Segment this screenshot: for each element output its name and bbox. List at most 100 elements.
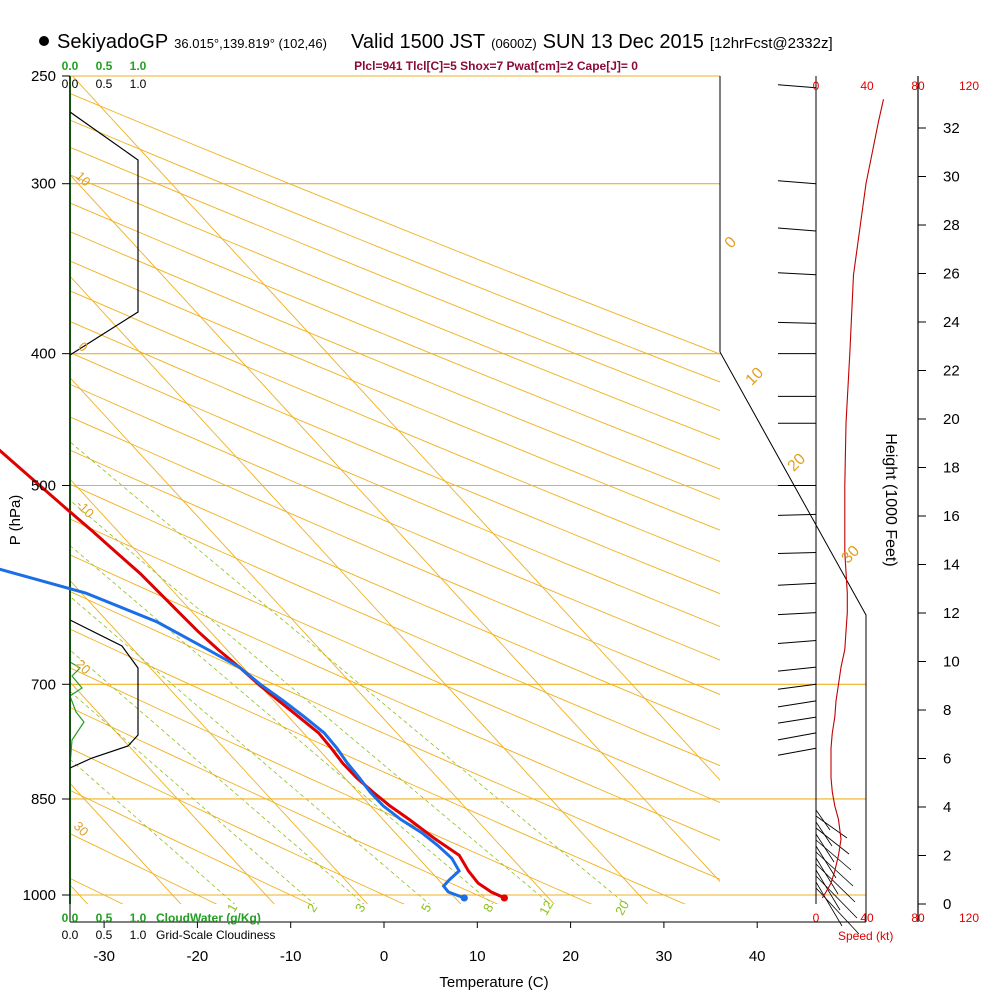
- height-tick-label: 24: [943, 314, 960, 331]
- dry-adiabat-line: [70, 667, 593, 904]
- height-tick-label: 20: [943, 411, 960, 428]
- height-tick-label: 8: [943, 702, 951, 719]
- cloudwater-tick-top: 0.0: [62, 59, 79, 73]
- dry-adiabat-line: [70, 352, 720, 627]
- pressure-tick-label: 850: [31, 791, 56, 808]
- pressure-tick-label: 250: [31, 68, 56, 85]
- wind-barb: [777, 716, 817, 724]
- hodograph-line: [815, 815, 848, 839]
- isotherm-line: [70, 579, 369, 904]
- dry-adiabat-line: [70, 833, 218, 904]
- cloudiness-tick-top: 1.0: [130, 77, 147, 91]
- speed-axis-label: Speed (kt): [838, 929, 893, 943]
- cloudwater-tick-top: 1.0: [130, 59, 147, 73]
- mixing-ratio-line: [70, 499, 551, 904]
- dry-adiabat-line: [70, 119, 720, 383]
- height-tick-label: 26: [943, 266, 960, 283]
- mixing-ratio-line: [70, 595, 430, 904]
- mixing-ratio-label: 20: [612, 898, 632, 918]
- hodograph-line: [815, 857, 839, 895]
- temperature-tick-label: -30: [93, 948, 115, 965]
- cloudiness-tick-bottom: 0.0: [62, 928, 79, 942]
- isotherm-line: [70, 478, 462, 904]
- wind-barb: [777, 84, 817, 89]
- temperature-tick-label: -20: [187, 948, 209, 965]
- hodograph-line: [815, 881, 843, 927]
- hodograph: [815, 809, 860, 935]
- dry-adiabat-line: [70, 383, 720, 661]
- temperature-tick-label: 20: [562, 948, 579, 965]
- speed-tick-bottom: 0: [813, 911, 820, 925]
- wind-barb: [777, 551, 817, 554]
- speed-tick-bottom: 40: [860, 911, 874, 925]
- cloudwater-tick-bottom: 1.0: [130, 911, 147, 925]
- dry-adiabat-line: [70, 320, 720, 595]
- valid-time: Valid 1500 JST: [351, 31, 485, 53]
- temperature-ticks: -30 -20 -10 0 10 20 30 40: [93, 922, 766, 965]
- hodograph-line: [815, 839, 852, 871]
- wind-barb: [777, 227, 817, 232]
- pressure-tick-label: 400: [31, 346, 56, 363]
- wind-speed-line: [821, 99, 885, 899]
- isotherm-line: [72, 76, 720, 781]
- valid-utc: (0600Z): [491, 36, 537, 51]
- isotherm-line: [70, 782, 182, 904]
- cloudiness-tick-bottom: 1.0: [130, 928, 147, 942]
- hodograph-line: [815, 863, 856, 903]
- wind-barb: [777, 272, 817, 276]
- dry-adiabat-label: 0: [75, 339, 91, 355]
- height-tick-label: 30: [943, 169, 960, 186]
- wind-barb: [777, 582, 817, 586]
- wind-barb: [777, 732, 817, 741]
- moist-adiabat-grid: [0, 871, 785, 924]
- pressure-tick-label: 700: [31, 676, 56, 693]
- dry-adiabat-grid: [70, 92, 720, 904]
- dry-adiabat-line: [70, 789, 311, 904]
- height-tick-label: 18: [943, 460, 960, 477]
- isotherm-line: [70, 275, 648, 904]
- temperature-tick-label: 10: [469, 948, 486, 965]
- fraction-ticks: 0.0 0.0 0.0 0.0 0.5 0.5 0.5 0.5 1.0 1.0 1.0 1.0: [62, 59, 147, 942]
- dry-adiabat-label: 20: [73, 656, 94, 677]
- dry-adiabat-line: [70, 518, 720, 804]
- height-tick-label: 12: [943, 605, 960, 622]
- plot-right-envelope: [719, 76, 867, 922]
- dry-adiabat-line: [70, 449, 720, 731]
- mixing-ratio-line: [70, 649, 365, 904]
- wind-barb: [777, 612, 817, 616]
- mixing-ratio-label: 2: [304, 901, 321, 915]
- dry-adiabat-line: [70, 590, 720, 880]
- isotherm-line: [70, 681, 275, 904]
- height-tick-label: 22: [943, 363, 960, 380]
- cloudwater-tick-bottom: 0.0: [62, 911, 79, 925]
- height-tick-label: 4: [943, 799, 951, 816]
- temperature-tick-label: -10: [280, 948, 302, 965]
- profiles: [0, 448, 508, 902]
- isotherm-grid: [70, 76, 720, 904]
- height-tick-label: 6: [943, 751, 951, 768]
- isobar-grid: [70, 75, 866, 896]
- isotherm-label: 30: [839, 542, 864, 567]
- cloudiness-lower: [69, 619, 139, 769]
- cloudwater-label: CloudWater (g/Kg): [156, 911, 261, 925]
- temperature-tick-label: 0: [380, 948, 388, 965]
- isotherm-line: [70, 377, 555, 904]
- speed-tick-top: 0: [813, 79, 820, 93]
- mixing-ratio-line: [70, 758, 236, 904]
- mixing-ratio-line: [70, 544, 494, 904]
- wind-barb: [777, 513, 817, 516]
- speed-tick-top: 120: [959, 79, 979, 93]
- mixing-ratio-line: [70, 690, 315, 904]
- wind-barb: [777, 321, 817, 324]
- pressure-tick-label: 1000: [23, 887, 56, 904]
- dry-adiabat-line: [70, 231, 720, 500]
- cloudiness-tick-bottom: 0.5: [96, 928, 113, 942]
- isotherm-label: 20: [785, 450, 810, 475]
- cloudiness-tick-top: 0.0: [62, 77, 79, 91]
- isotherm-label: 10: [743, 364, 768, 389]
- speed-tick-bottom: 120: [959, 911, 979, 925]
- y-axis-label: P (hPa): [7, 495, 24, 546]
- height-tick-label: 32: [943, 120, 960, 137]
- mixing-ratio-grid: [70, 441, 627, 904]
